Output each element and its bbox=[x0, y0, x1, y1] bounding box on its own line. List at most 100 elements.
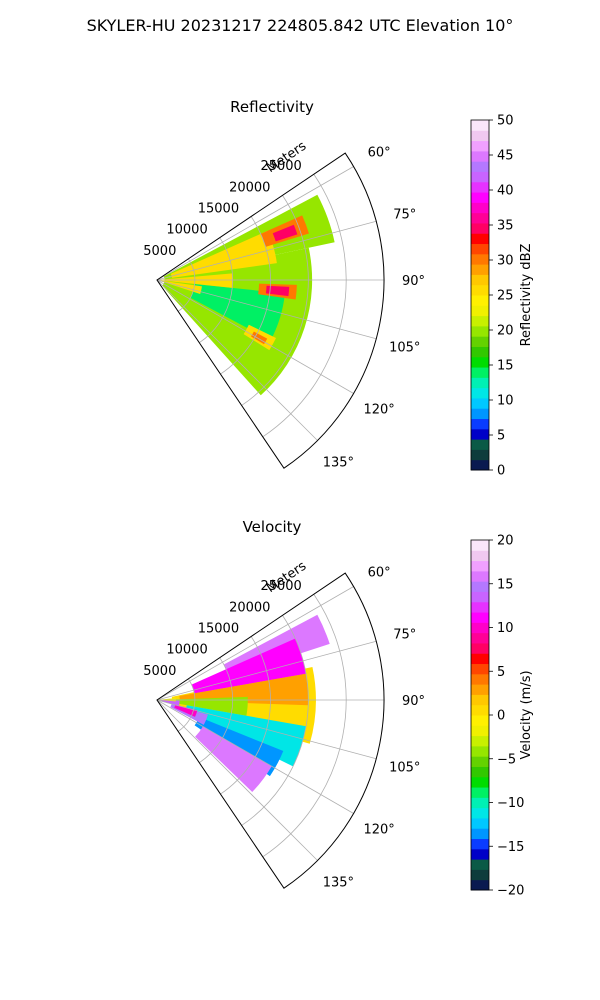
reflectivity-colorbar-segment-31 bbox=[471, 140, 489, 152]
velocity-azimuth-tick-label-4: 120° bbox=[363, 822, 394, 837]
velocity-range-ring-1 bbox=[199, 657, 234, 764]
reflectivity-sector-frame bbox=[156, 152, 385, 469]
velocity-echo-region-2 bbox=[191, 638, 307, 694]
reflectivity-range-ring-2 bbox=[220, 216, 271, 375]
velocity-colorbar-segment-20 bbox=[471, 673, 489, 685]
velocity-colorbar-segment-1 bbox=[471, 869, 489, 881]
reflectivity-colorbar-segment-24 bbox=[471, 212, 489, 224]
velocity-colorbar-tick-label-0: −20 bbox=[497, 884, 524, 899]
reflectivity-colorbar[interactable]: 0 5 10 15 20 25 30 35 40 45 50 bbox=[470, 114, 514, 479]
reflectivity-colorbar-segment-4 bbox=[471, 418, 489, 430]
velocity-colorbar-segment-15 bbox=[471, 725, 489, 737]
reflectivity-colorbar-tick-label-1: 5 bbox=[497, 429, 505, 444]
velocity-colorbar-tick-label-5: 5 bbox=[497, 665, 505, 680]
reflectivity-echo-region-7 bbox=[272, 224, 298, 242]
reflectivity-colorbar-label: Reflectivity dBZ bbox=[519, 244, 534, 347]
reflectivity-colorbar-tick-label-10: 50 bbox=[497, 114, 514, 129]
reflectivity-colorbar-tick-label-5: 25 bbox=[497, 289, 514, 304]
velocity-colorbar-segment-30 bbox=[471, 570, 489, 582]
velocity-azimuth-tick-label-5: 135° bbox=[323, 875, 354, 890]
reflectivity-colorbar-tick-label-8: 40 bbox=[497, 184, 514, 199]
reflectivity-range-ring-1 bbox=[199, 237, 234, 344]
velocity-colorbar-segment-3 bbox=[471, 848, 489, 860]
reflectivity-colorbar-segment-9 bbox=[471, 367, 489, 378]
velocity-colorbar-tick-label-1: −15 bbox=[497, 840, 524, 855]
reflectivity-colorbar-segment-22 bbox=[471, 233, 489, 245]
reflectivity-colorbar-segment-11 bbox=[471, 346, 489, 358]
velocity-radial-tick-label-3: 20000 bbox=[229, 600, 270, 615]
velocity-radial-tick-label-0: 5000 bbox=[143, 664, 176, 679]
reflectivity-colorbar-tick-label-7: 35 bbox=[497, 219, 514, 234]
velocity-colorbar-segment-19 bbox=[471, 684, 489, 695]
reflectivity-colorbar-segment-5 bbox=[471, 408, 489, 420]
velocity-grid bbox=[156, 572, 385, 889]
velocity-azimuth-spoke-5 bbox=[156, 699, 318, 861]
velocity-colorbar-segment-31 bbox=[471, 560, 489, 572]
velocity-azimuth-spoke-1 bbox=[156, 640, 377, 701]
reflectivity-azimuth-tick-label-5: 135° bbox=[323, 455, 354, 470]
reflectivity-radial-tick-label-3: 20000 bbox=[229, 180, 270, 195]
reflectivity-colorbar-segment-8 bbox=[471, 377, 489, 389]
velocity-azimuth-tick-label-1: 75° bbox=[393, 628, 416, 643]
reflectivity-radial-tick-label-0: 5000 bbox=[143, 244, 176, 259]
reflectivity-colorbar-segment-1 bbox=[471, 449, 489, 461]
reflectivity-colorbar-segment-14 bbox=[471, 315, 489, 327]
velocity-azimuth-spoke-4 bbox=[156, 699, 354, 814]
reflectivity-colorbar-segment-17 bbox=[471, 284, 489, 296]
velocity-colorbar-tick-label-3: −5 bbox=[497, 752, 516, 767]
reflectivity-colorbar-segment-23 bbox=[471, 222, 489, 234]
velocity-colorbar-segment-9 bbox=[471, 787, 489, 798]
velocity-colorbar-segment-21 bbox=[471, 663, 489, 675]
reflectivity-azimuth-spoke-3 bbox=[156, 279, 377, 340]
reflectivity-colorbar-segment-18 bbox=[471, 274, 489, 286]
velocity-colorbar-segment-27 bbox=[471, 601, 489, 613]
velocity-radial-tick-label-2: 15000 bbox=[198, 622, 239, 637]
velocity-colorbar-segment-24 bbox=[471, 632, 489, 644]
reflectivity-colorbar-segment-32 bbox=[471, 130, 489, 142]
velocity-colorbar-label: Velocity (m/s) bbox=[519, 670, 534, 759]
reflectivity-colorbar-segment-12 bbox=[471, 336, 489, 347]
reflectivity-radial-tick-label-1: 10000 bbox=[166, 223, 207, 238]
reflectivity-azimuth-tick-label-1: 75° bbox=[393, 208, 416, 223]
velocity-echo-region-8 bbox=[174, 704, 198, 717]
velocity-colorbar-tick-label-8: 20 bbox=[497, 534, 514, 549]
reflectivity-colorbar-segment-6 bbox=[471, 397, 489, 409]
reflectivity-colorbar-segment-2 bbox=[471, 439, 489, 450]
reflectivity-azimuth-tick-label-0: 60° bbox=[368, 146, 391, 161]
velocity-colorbar-segment-23 bbox=[471, 642, 489, 654]
velocity-radial-ticks: 5000 10000 15000 20000 25000 bbox=[143, 579, 302, 679]
velocity-colorbar-segment-26 bbox=[471, 612, 489, 623]
figure-title: SKYLER-HU 20231217 224805.842 UTC Elevat… bbox=[86, 16, 514, 35]
velocity-colorbar-segment-0 bbox=[471, 879, 489, 891]
velocity-range-ring-3 bbox=[241, 615, 309, 826]
velocity-colorbar-tick-label-7: 15 bbox=[497, 577, 514, 592]
reflectivity-grid bbox=[156, 152, 385, 469]
reflectivity-title: Reflectivity bbox=[230, 98, 314, 116]
velocity-colorbar-segment-8 bbox=[471, 797, 489, 809]
reflectivity-echo-region-0 bbox=[163, 194, 335, 279]
reflectivity-azimuth-tick-label-4: 120° bbox=[363, 402, 394, 417]
reflectivity-range-ring-4 bbox=[262, 173, 347, 438]
reflectivity-colorbar-segment-25 bbox=[471, 202, 489, 214]
reflectivity-radial-tick-label-4: 25000 bbox=[260, 159, 301, 174]
velocity-colorbar-segment-5 bbox=[471, 828, 489, 840]
velocity-title: Velocity bbox=[243, 518, 302, 536]
velocity-colorbar[interactable]: −20 −15 −10 −5 0 5 10 15 20 bbox=[470, 534, 524, 899]
reflectivity-colorbar-tick-label-3: 15 bbox=[497, 359, 514, 374]
velocity-azimuth-spoke-3 bbox=[156, 699, 377, 760]
reflectivity-colorbar-segment-15 bbox=[471, 305, 489, 317]
velocity-colorbar-segment-2 bbox=[471, 859, 489, 870]
reflectivity-colorbar-segment-30 bbox=[471, 150, 489, 162]
reflectivity-colorbar-tick-label-4: 20 bbox=[497, 324, 514, 339]
velocity-echo-region-3 bbox=[179, 673, 309, 706]
reflectivity-colorbar-tick-label-9: 45 bbox=[497, 149, 514, 164]
velocity-echo-region-9 bbox=[195, 726, 272, 792]
velocity-colorbar-segment-16 bbox=[471, 715, 489, 726]
velocity-colorbar-tick-label-4: 0 bbox=[497, 709, 505, 724]
reflectivity-colorbar-segment-29 bbox=[471, 161, 489, 172]
reflectivity-echo-region-3 bbox=[170, 230, 277, 278]
reflectivity-azimuth-spoke-4 bbox=[156, 279, 354, 394]
reflectivity-azimuth-spoke-5 bbox=[156, 279, 318, 441]
